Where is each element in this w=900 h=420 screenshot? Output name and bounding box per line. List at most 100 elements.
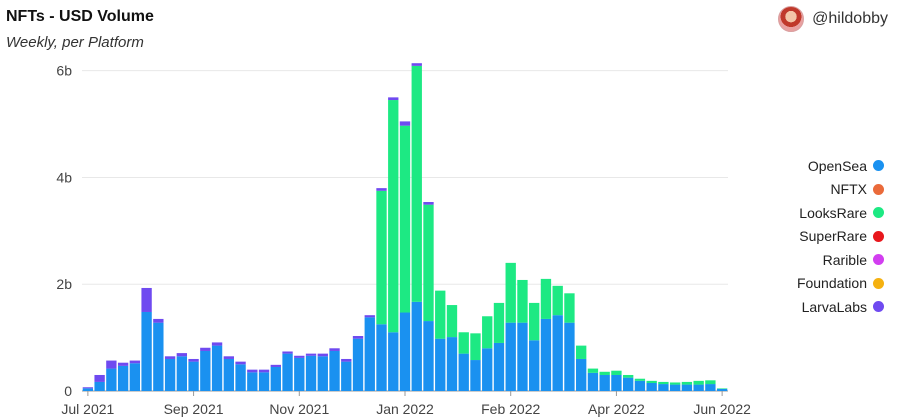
bar-larvalabs-6[interactable] [153,318,164,323]
bar-looksrare-30[interactable] [435,290,446,339]
bar-opensea-7[interactable] [164,358,176,391]
bar-opensea-3[interactable] [117,365,129,391]
bar-opensea-19[interactable] [305,355,317,391]
bar-opensea-14[interactable] [247,372,258,391]
bar-looksrare-27[interactable] [399,125,411,313]
bar-opensea-21[interactable] [329,350,340,391]
bar-looksrare-32[interactable] [458,332,469,354]
bar-looksrare-42[interactable] [576,345,587,359]
bar-larvalabs-7[interactable] [164,356,176,359]
legend-item-superrare[interactable]: SuperRare [799,227,884,247]
bar-looksrare-26[interactable] [388,100,399,333]
bar-looksrare-31[interactable] [446,305,458,338]
bar-larvalabs-1[interactable] [94,374,105,382]
bar-opensea-27[interactable] [399,312,411,391]
bar-larvalabs-12[interactable] [223,356,234,359]
bar-looksrare-38[interactable] [529,302,540,341]
bar-opensea-35[interactable] [493,342,505,391]
bar-opensea-8[interactable] [176,356,188,391]
bar-looksrare-43[interactable] [587,368,599,373]
bar-larvalabs-0[interactable] [82,387,94,389]
bar-opensea-39[interactable] [540,318,552,391]
bar-larvalabs-11[interactable] [211,342,223,346]
bar-looksrare-50[interactable] [669,382,681,385]
bar-larvalabs-3[interactable] [117,362,129,366]
bar-larvalabs-15[interactable] [258,369,270,373]
bar-opensea-49[interactable] [658,384,669,391]
bar-looksrare-51[interactable] [681,381,693,385]
bar-larvalabs-23[interactable] [352,336,364,339]
bar-opensea-26[interactable] [388,332,399,391]
bar-opensea-11[interactable] [211,345,223,391]
bar-opensea-29[interactable] [423,321,434,391]
bar-opensea-2[interactable] [106,368,117,391]
bar-opensea-1[interactable] [94,381,105,391]
bar-larvalabs-18[interactable] [294,355,305,358]
bar-larvalabs-8[interactable] [176,353,188,357]
bar-larvalabs-26[interactable] [388,97,399,101]
bar-opensea-25[interactable] [376,324,387,391]
bar-opensea-30[interactable] [435,338,446,391]
legend-item-foundation[interactable]: Foundation [797,274,884,294]
bar-opensea-12[interactable] [223,358,234,391]
bar-opensea-41[interactable] [564,322,575,391]
bar-looksrare-45[interactable] [611,370,622,375]
bar-opensea-43[interactable] [587,372,599,391]
bar-opensea-38[interactable] [529,340,540,391]
bar-larvalabs-2[interactable] [106,360,117,369]
bar-larvalabs-10[interactable] [200,347,211,351]
bar-opensea-15[interactable] [258,372,270,391]
legend-item-rarible[interactable]: Rarible [823,250,884,270]
bar-opensea-16[interactable] [270,366,281,391]
author-handle[interactable]: @hildobby [812,10,888,27]
bar-looksrare-48[interactable] [646,380,657,383]
bar-looksrare-41[interactable] [564,293,575,323]
bar-larvalabs-9[interactable] [188,358,199,362]
bar-looksrare-53[interactable] [705,380,716,385]
bar-larvalabs-5[interactable] [141,287,152,312]
bar-looksrare-49[interactable] [658,381,669,385]
bar-larvalabs-14[interactable] [247,369,258,373]
bar-opensea-48[interactable] [646,382,657,391]
bar-opensea-18[interactable] [294,357,305,391]
bar-larvalabs-19[interactable] [305,353,317,356]
bar-opensea-51[interactable] [681,384,693,391]
bar-looksrare-34[interactable] [482,316,493,349]
bar-opensea-31[interactable] [446,337,458,391]
bar-looksrare-37[interactable] [517,279,528,323]
bar-opensea-53[interactable] [705,384,716,391]
bar-looksrare-39[interactable] [540,278,552,319]
bar-larvalabs-17[interactable] [282,351,293,354]
bar-larvalabs-27[interactable] [399,121,411,126]
bar-larvalabs-25[interactable] [376,188,387,191]
bar-looksrare-47[interactable] [634,378,646,381]
legend-item-nftx[interactable]: NFTX [830,180,884,200]
bar-opensea-44[interactable] [599,374,610,391]
bar-opensea-47[interactable] [634,380,646,391]
bar-opensea-17[interactable] [282,353,293,391]
legend-item-larvalabs[interactable]: LarvaLabs [802,297,884,317]
bar-larvalabs-4[interactable] [129,360,141,364]
bar-opensea-52[interactable] [693,384,704,391]
legend-item-opensea[interactable]: OpenSea [808,156,884,176]
legend-item-looksrare[interactable]: LooksRare [799,203,884,223]
bar-opensea-33[interactable] [470,360,481,391]
bar-opensea-10[interactable] [200,350,211,391]
bar-looksrare-54[interactable] [716,388,728,389]
bar-opensea-0[interactable] [82,388,94,391]
bar-looksrare-28[interactable] [411,65,422,302]
bar-opensea-22[interactable] [341,361,352,391]
bar-larvalabs-28[interactable] [411,63,422,66]
bar-opensea-46[interactable] [623,377,634,391]
bar-looksrare-29[interactable] [423,204,434,322]
bar-looksrare-33[interactable] [470,333,481,361]
bar-opensea-20[interactable] [317,356,328,391]
author-badge[interactable]: @hildobby [778,6,888,32]
bar-opensea-24[interactable] [364,317,375,391]
bar-larvalabs-16[interactable] [270,364,281,367]
bar-larvalabs-29[interactable] [423,202,434,205]
bar-opensea-23[interactable] [352,338,364,391]
bar-looksrare-46[interactable] [623,374,634,378]
bar-opensea-54[interactable] [716,388,728,391]
bar-looksrare-40[interactable] [552,285,563,316]
